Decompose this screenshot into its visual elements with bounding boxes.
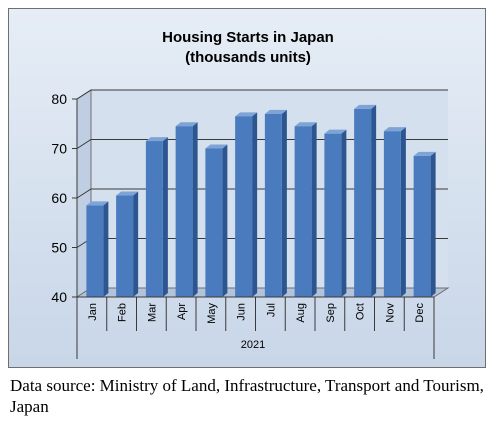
bars [86, 104, 436, 298]
bar-top [205, 144, 228, 149]
bar-side [192, 122, 198, 297]
bar-front [145, 141, 163, 297]
y-axis-ticks: 40 50 60 70 80 [51, 91, 78, 305]
bar-side [430, 151, 436, 297]
x-tick-label: Feb [117, 303, 129, 322]
chart-subtitle: (thousands units) [185, 49, 311, 66]
x-tick-label: Apr [176, 303, 188, 320]
bar-side [252, 112, 258, 297]
bar [354, 104, 377, 298]
bar [413, 151, 436, 297]
x-axis: Jan Feb Mar Apr May Jun Jul Aug Sep Oct Nov Dec [76, 296, 435, 359]
bar [145, 137, 168, 297]
bar [86, 201, 109, 297]
bar-front [86, 205, 104, 297]
bar-front [413, 155, 431, 297]
bar-side [281, 109, 287, 297]
bar-side [311, 122, 317, 297]
bar-front [354, 108, 372, 298]
bar-top [116, 191, 139, 196]
bar-side [341, 129, 347, 297]
y-tick-label: 80 [51, 91, 67, 107]
y-tick-label: 60 [51, 190, 67, 206]
bar [235, 112, 258, 297]
bar-front [116, 195, 134, 297]
bar [205, 144, 228, 297]
gridline [76, 89, 448, 100]
bar [264, 109, 287, 297]
bar [116, 191, 139, 297]
x-tick-label: Jul [265, 303, 277, 317]
y-tick-label: 50 [51, 240, 67, 256]
bar-front [175, 126, 193, 297]
bar-top [413, 151, 436, 156]
x-tick-label: May [206, 303, 218, 324]
x-tick-label: Dec [414, 303, 426, 323]
bar-side [133, 191, 139, 297]
x-tick-label: Nov [384, 303, 396, 323]
bar-side [400, 127, 406, 297]
bar-top [354, 104, 377, 109]
y-tick-label: 40 [51, 289, 67, 305]
bar-top [145, 137, 168, 142]
chart-panel: Housing Starts in Japan (thousands units… [8, 8, 486, 368]
bar [383, 127, 406, 297]
bar-top [324, 129, 347, 134]
bar [294, 122, 317, 297]
bar-front [205, 148, 223, 297]
bar-side [371, 104, 377, 298]
bar-top [175, 122, 198, 127]
bar [324, 129, 347, 297]
x-tick-label: Mar [146, 303, 158, 322]
x-tick-label: Jun [236, 303, 248, 321]
bar-top [294, 122, 317, 127]
bar-front [324, 133, 342, 297]
chart-title: Housing Starts in Japan [162, 29, 334, 46]
source-note: Data source: Ministry of Land, Infrastru… [10, 376, 484, 416]
y-tick-label: 70 [51, 141, 67, 157]
bar-side [222, 144, 228, 297]
bar-front [264, 113, 282, 297]
x-tick-label: Jan [87, 303, 99, 321]
bar-side [103, 201, 109, 297]
bar-side [162, 137, 168, 297]
bar-top [264, 109, 287, 114]
x-group-label: 2021 [241, 339, 265, 351]
bar-front [383, 131, 401, 297]
bar-top [86, 201, 109, 206]
housing-starts-chart: Housing Starts in Japan (thousands units… [51, 29, 450, 359]
bar-front [235, 116, 253, 297]
bar [175, 122, 198, 297]
bar-top [235, 112, 258, 117]
x-tick-label: Oct [355, 303, 367, 320]
bar-top [383, 127, 406, 132]
bar-front [294, 126, 312, 297]
x-tick-label: Sep [325, 303, 337, 323]
x-tick-label: Aug [295, 303, 307, 323]
